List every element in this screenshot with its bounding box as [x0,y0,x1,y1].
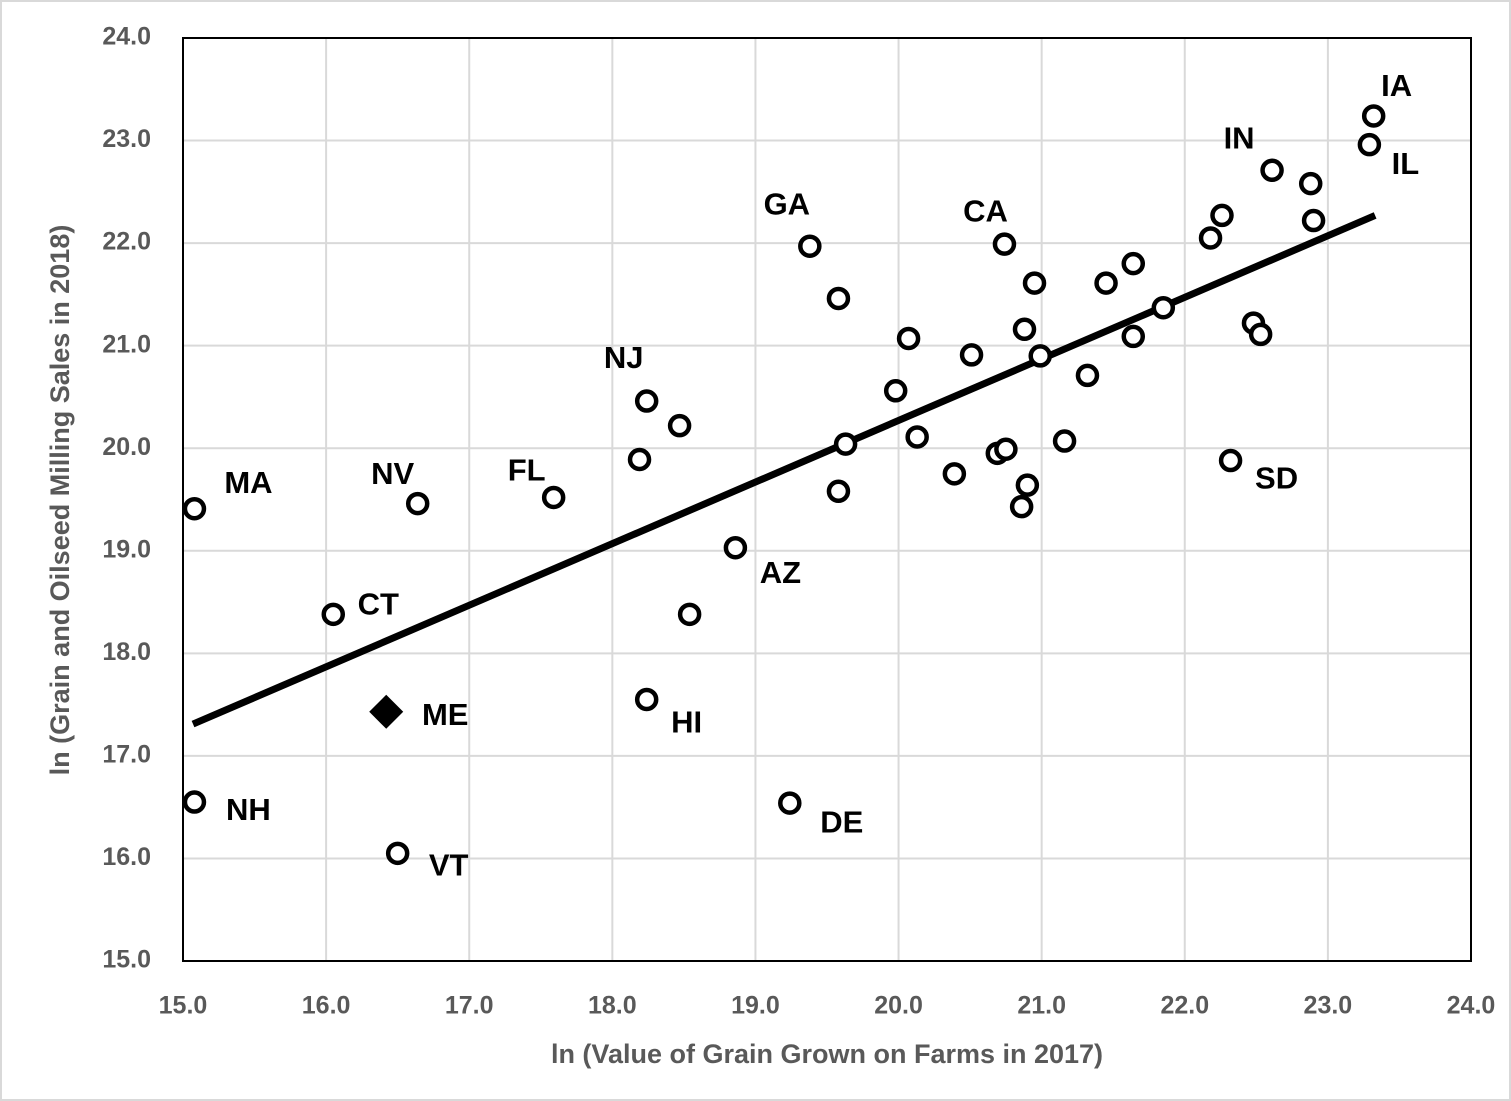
y-tick-label: 18.0 [102,638,151,666]
x-tick-label: 16.0 [302,992,351,1020]
x-tick-label: 19.0 [731,992,780,1020]
point [1094,271,1118,295]
point-label: IA [1381,68,1412,103]
point [627,447,652,472]
point [634,389,659,413]
y-tick-label: 24.0 [102,23,151,51]
point [405,491,430,516]
y-tick-label: 21.0 [102,330,151,358]
point [182,790,207,814]
point-label: MA [224,465,272,500]
point-label: HI [671,705,702,740]
point [896,326,921,351]
trendline [191,212,1377,728]
point-label: DE [820,804,863,839]
x-tick-label: 20.0 [874,992,923,1020]
point [1361,104,1386,128]
point [994,437,1018,461]
point-label: FL [508,453,546,488]
point-label: SD [1255,461,1298,496]
y-tick-label: 22.0 [102,228,151,256]
point [905,425,929,449]
point [959,343,984,367]
point [369,694,404,729]
point [1015,473,1040,497]
point-label: CT [358,587,399,622]
x-tick-label: 17.0 [445,992,494,1020]
point [1028,344,1052,368]
x-tick-label: 24.0 [1447,992,1496,1020]
point [798,234,822,258]
point-label: ME [422,697,469,732]
point-label: NV [371,456,414,491]
point [723,535,748,560]
point [677,602,702,627]
point [1301,208,1326,233]
point [1121,324,1146,349]
point-label: NH [226,792,271,827]
x-tick-label: 15.0 [159,992,208,1020]
point [1248,322,1273,347]
y-tick-label: 16.0 [102,843,151,871]
point [321,602,346,627]
point-label: AZ [760,555,801,590]
point [667,413,692,438]
point [1218,448,1243,473]
y-tick-label: 19.0 [102,535,151,563]
point [883,379,908,403]
point [778,791,802,815]
point [826,479,851,504]
point [634,687,659,712]
point-label: CA [963,193,1008,228]
plot-border [182,37,1472,962]
x-axis-label: ln (Value of Grain Grown on Farms in 201… [551,1039,1103,1069]
point-label: IL [1392,146,1420,181]
point-label: GA [764,186,811,221]
point-label: NJ [604,340,644,375]
point [1009,494,1034,519]
point [1075,363,1100,388]
point [385,841,410,866]
y-tick-label: 17.0 [102,740,151,768]
y-tick-label: 15.0 [102,946,151,974]
point [826,286,851,311]
point [541,485,566,510]
point [1210,203,1234,228]
point [1022,271,1047,295]
point [1260,158,1284,183]
y-tick-label: 23.0 [102,125,151,153]
point [1357,132,1382,157]
point-label: VT [429,848,469,883]
point [1121,251,1146,276]
x-tick-label: 21.0 [1017,992,1066,1020]
point [992,232,1017,256]
point [1052,429,1077,453]
x-tick-label: 18.0 [588,992,637,1020]
y-axis-label: ln (Grain and Oilseed Milling Sales in 2… [45,225,75,776]
x-tick-label: 23.0 [1304,992,1353,1020]
point [1198,226,1223,250]
point-label: IN [1224,120,1255,155]
x-tick-label: 22.0 [1160,992,1209,1020]
point [182,496,207,521]
point [1151,295,1176,320]
point [1298,171,1323,196]
point [942,462,967,486]
y-tick-label: 20.0 [102,433,151,461]
point [1012,317,1037,342]
point [833,432,858,456]
